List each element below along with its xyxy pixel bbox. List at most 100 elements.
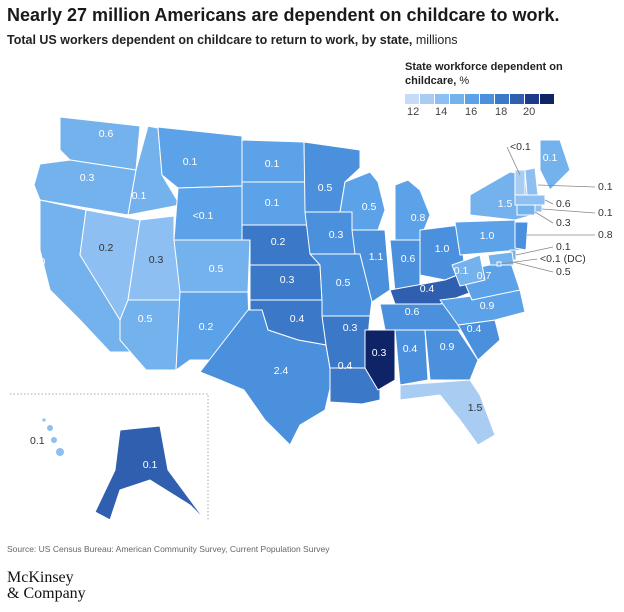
label-ny: 1.5 [498, 198, 513, 210]
callout-line-vt [506, 146, 521, 176]
state-ct [516, 204, 536, 216]
label-ky: 0.4 [420, 283, 435, 295]
hawaii-island-1 [51, 437, 57, 443]
state-me [539, 139, 571, 191]
label-mt: 0.1 [183, 156, 198, 168]
state-ak [94, 425, 206, 521]
label-mo: 0.5 [336, 277, 351, 289]
logo-line-2: & Company [7, 585, 86, 602]
subtitle-unit: millions [412, 33, 458, 47]
state-pa [454, 219, 521, 256]
hawaii-island-0 [47, 425, 53, 431]
label-sc: 0.4 [467, 323, 482, 335]
label-id: 0.1 [132, 190, 147, 202]
label-il: 1.1 [369, 251, 384, 263]
state-shapes [10, 116, 571, 521]
callout-hi: 0.1 [30, 435, 45, 447]
callout-md: 0.5 [556, 266, 571, 278]
legend-ticks: 12 14 16 18 20 [405, 106, 605, 122]
legend-tick-20: 20 [523, 106, 536, 118]
callout-nj: 0.8 [598, 229, 613, 241]
callout-nh: 0.1 [598, 181, 613, 193]
legend-swatch-7 [510, 94, 524, 104]
legend-swatch-9 [540, 94, 554, 104]
legend-swatch-8 [525, 94, 539, 104]
state-il [351, 229, 391, 303]
label-ok: 0.4 [290, 313, 305, 325]
callout-line-ct [534, 211, 554, 224]
label-ak: 0.1 [143, 459, 158, 471]
legend-title-text: State workforce dependent on childcare, [405, 61, 563, 87]
state-hi [41, 417, 47, 423]
label-la: 0.4 [338, 360, 353, 372]
hawaii-island-2 [56, 448, 64, 456]
label-az: 0.5 [138, 313, 153, 325]
label-va: 0.7 [477, 270, 492, 282]
label-pa: 1.0 [480, 230, 495, 242]
state-tx [199, 309, 333, 446]
label-wv: 0.1 [454, 265, 469, 277]
label-wa: 0.6 [99, 128, 114, 140]
label-tn: 0.6 [405, 306, 420, 318]
state-ri [534, 204, 543, 213]
label-ca: 3.0 [31, 256, 46, 268]
legend-tick-12: 12 [407, 106, 420, 118]
legend-swatch-1 [420, 94, 434, 104]
legend-tick-16: 16 [465, 106, 478, 118]
state-al [394, 329, 429, 386]
callout-ma: 0.6 [556, 198, 571, 210]
label-mn: 0.5 [318, 182, 333, 194]
callout-line-dc [500, 258, 538, 265]
label-me: 0.1 [543, 152, 558, 164]
legend: State workforce dependent on childcare, … [405, 60, 605, 122]
callout-line-ri [541, 208, 596, 214]
label-ga: 0.9 [440, 341, 455, 353]
label-nd: 0.1 [265, 158, 280, 170]
legend-swatch-0 [405, 94, 419, 104]
label-ia: 0.3 [329, 229, 344, 241]
label-ks: 0.3 [280, 274, 295, 286]
state-labels: 0.6 0.3 3.0 0.2 0.1 0.1 <0.1 0.3 0.5 0.5 0.2 0.1 0.1… [31, 128, 558, 471]
label-al: 0.4 [403, 343, 418, 355]
callout-line-de [515, 246, 554, 256]
legend-swatch-4 [465, 94, 479, 104]
state-ms [364, 329, 396, 391]
callout-line-md [512, 261, 554, 273]
legend-unit: % [456, 75, 470, 87]
label-wy: <0.1 [193, 210, 214, 222]
label-tx: 2.4 [274, 365, 289, 377]
label-nc: 0.9 [480, 300, 495, 312]
legend-swatch-2 [435, 94, 449, 104]
state-in [389, 239, 421, 293]
label-wi: 0.5 [362, 201, 377, 213]
chart-subtitle: Total US workers dependent on childcare … [7, 33, 458, 47]
state-az [119, 299, 181, 371]
label-in: 0.6 [401, 253, 416, 265]
logo-line-1: McKinsey [7, 569, 74, 586]
source-note: Source: US Census Bureau: American Commu… [7, 544, 330, 554]
legend-tick-18: 18 [495, 106, 508, 118]
callout-ri: 0.1 [598, 207, 613, 219]
state-dc [496, 261, 502, 267]
legend-tick-14: 14 [435, 106, 448, 118]
legend-swatch-5 [480, 94, 494, 104]
label-ar: 0.3 [343, 322, 358, 334]
state-fl [399, 379, 496, 446]
label-mi: 0.8 [411, 212, 426, 224]
label-nm: 0.2 [199, 321, 214, 333]
callout-line-nh [537, 184, 596, 188]
callout-vt: <0.1 [510, 141, 531, 153]
label-ms: 0.3 [372, 347, 387, 359]
callout-de: 0.1 [556, 241, 571, 253]
state-wv [451, 254, 486, 287]
legend-swatches [405, 94, 605, 104]
state-callouts: <0.10.10.60.10.30.80.1<0.1 (DC)0.50.1 [30, 141, 613, 447]
label-ut: 0.3 [149, 254, 164, 266]
callout-ct: 0.3 [556, 217, 571, 229]
mckinsey-logo: McKinsey & Company [7, 570, 86, 602]
label-nv: 0.2 [99, 242, 114, 254]
legend-swatch-3 [450, 94, 464, 104]
state-vt [514, 169, 526, 196]
chart-title: Nearly 27 million Americans are dependen… [7, 5, 560, 25]
state-ma [514, 194, 546, 206]
